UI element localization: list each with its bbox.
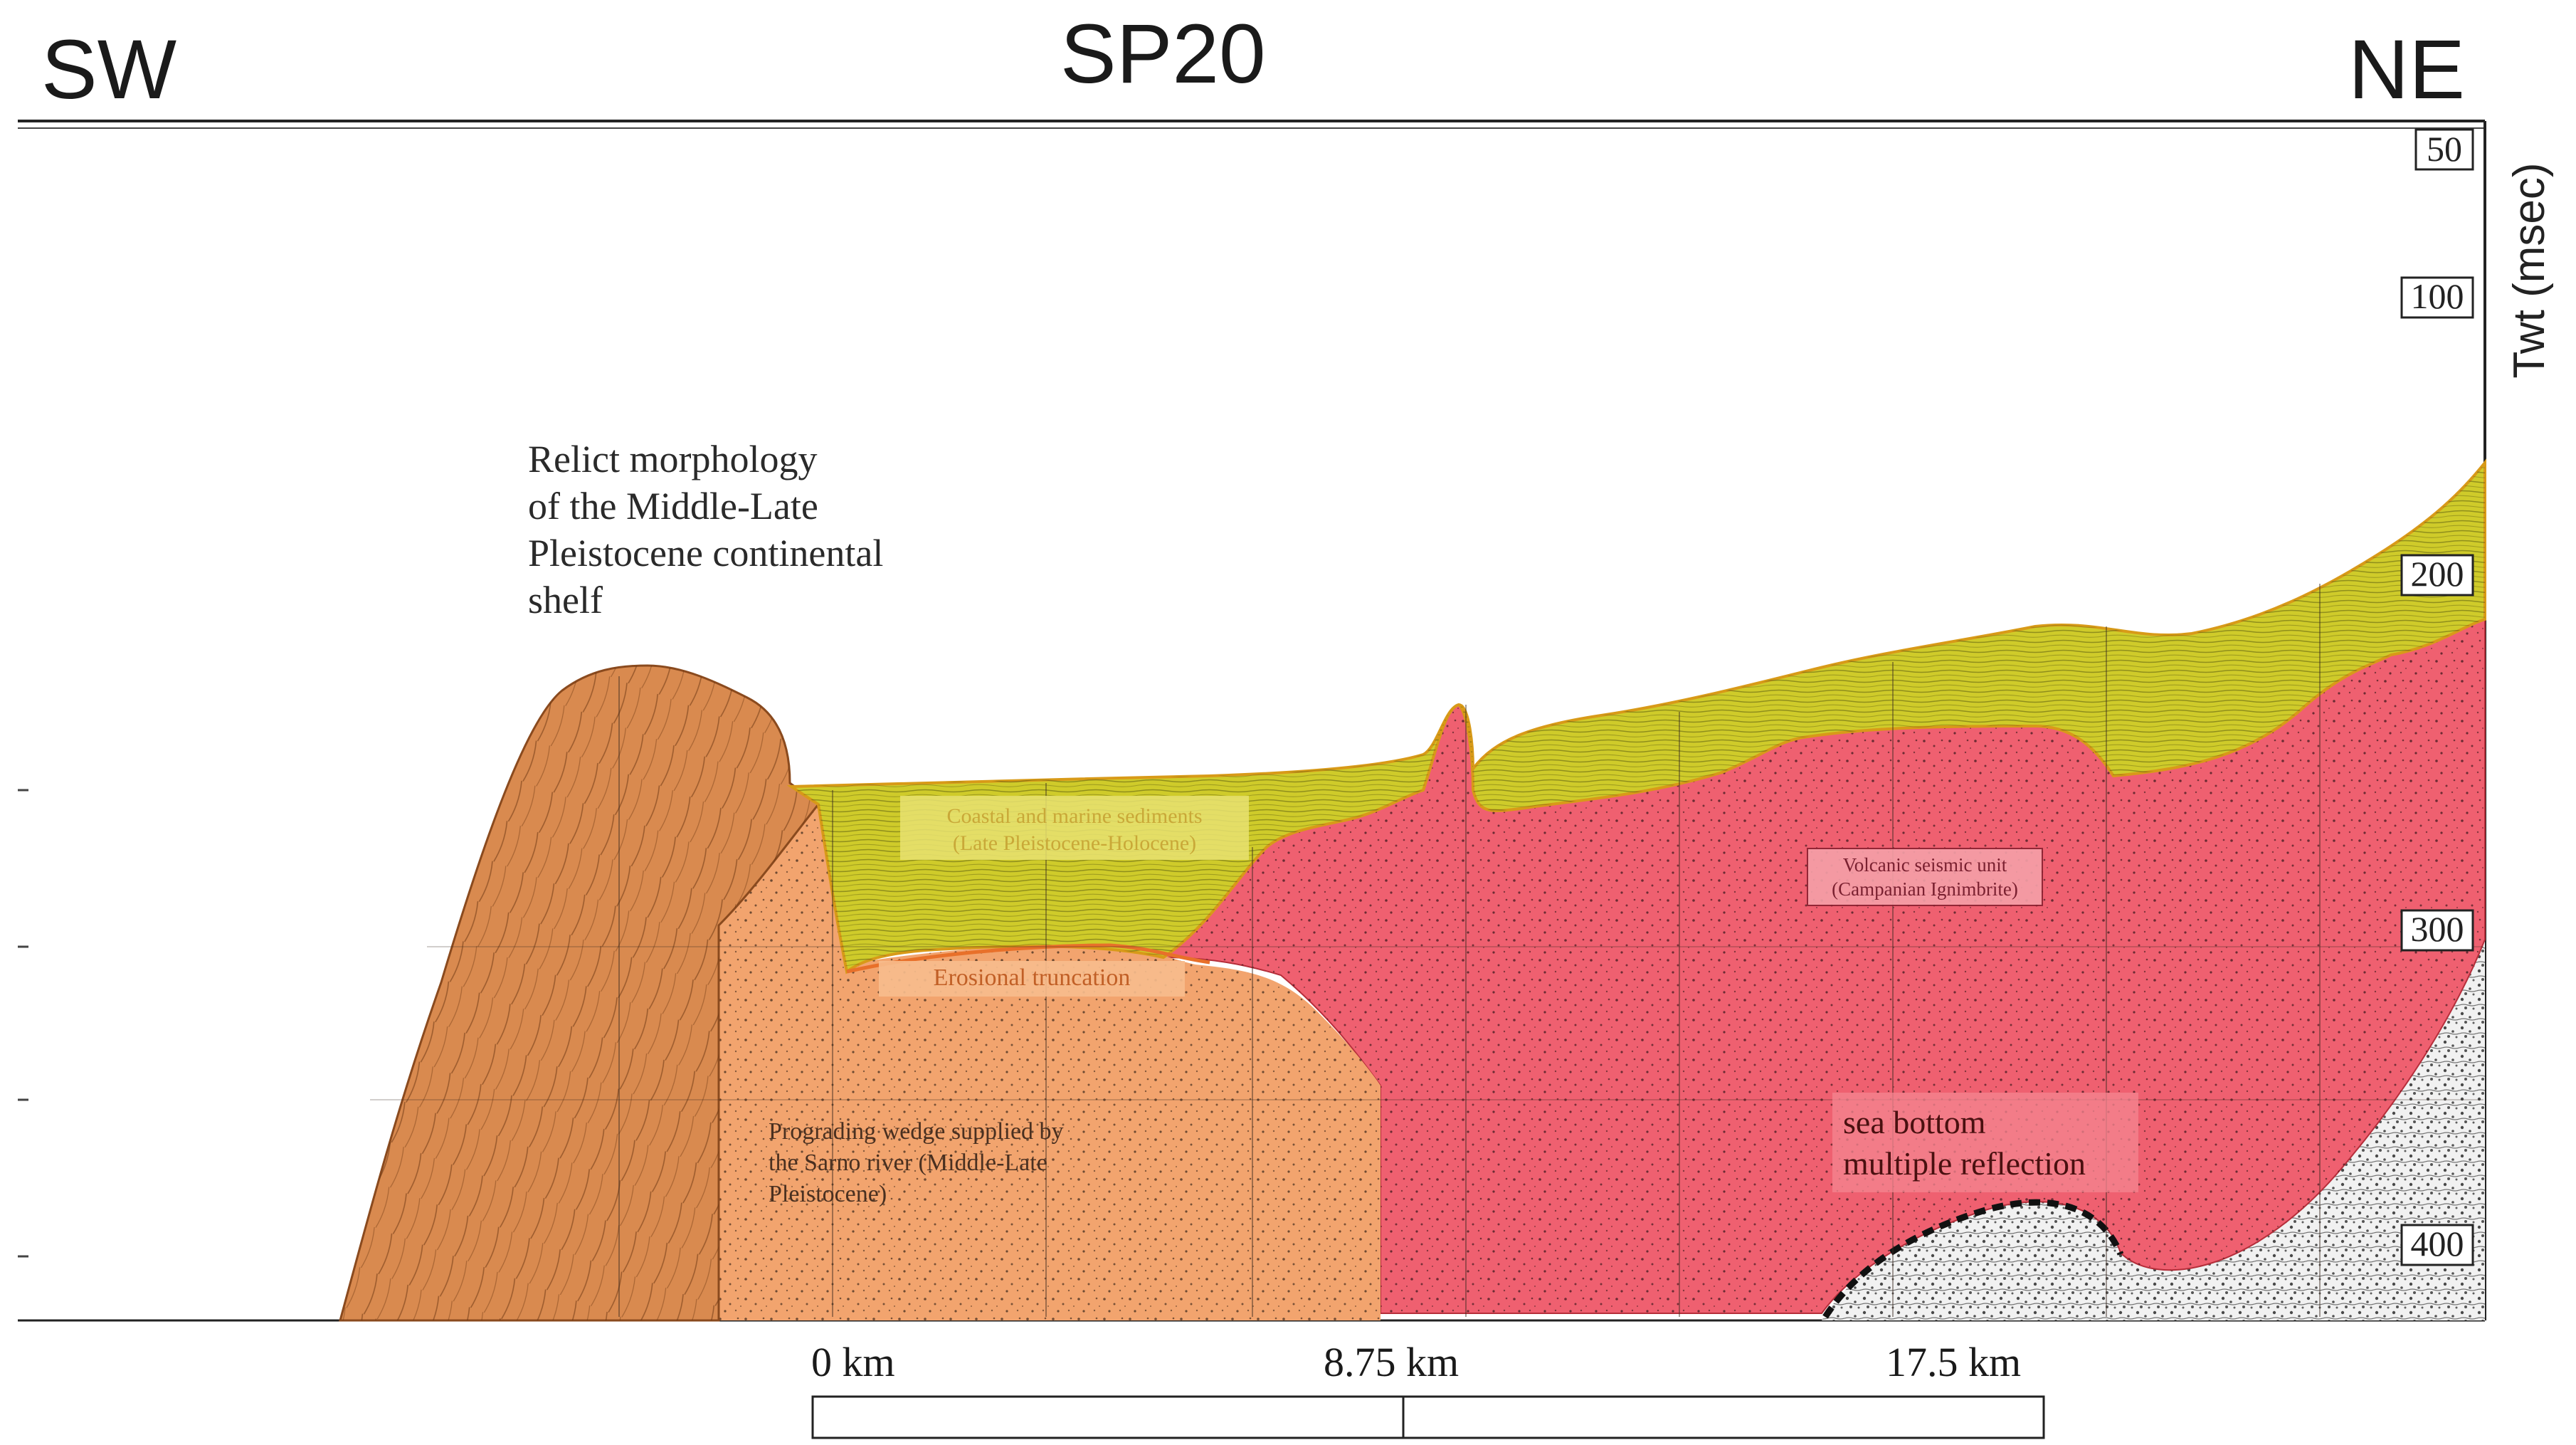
sea-bottom-reflector — [1822, 1199, 2124, 1319]
erosional-label-box — [879, 961, 1185, 997]
prograding-wedge-label: Prograding wedge supplied by the Sarno ri… — [769, 1116, 1167, 1210]
twt-tick-400: 400 — [2410, 1224, 2464, 1263]
seabottom-label-box — [1832, 1093, 2138, 1192]
twt-tick-200: 200 — [2410, 554, 2464, 594]
direction-sw-label: SW — [41, 23, 177, 117]
multiple-reflection-zone — [1822, 940, 2485, 1320]
coastal-sediments-label-line: Coastal and marine sediments — [946, 804, 1203, 828]
sea-bottom-label-line: multiple reflection — [1843, 1145, 2086, 1182]
scale-label-8-75km: 8.75 km — [1324, 1339, 1459, 1385]
sea-bottom-label-line: sea bottom — [1843, 1104, 1986, 1140]
relict-morphology-label-line: Relict morphology — [528, 438, 818, 480]
coastal-label-box — [900, 796, 1249, 860]
volcanic-unit-label: Volcanic seismic unit (Campanian Ignimbri… — [1807, 853, 2042, 901]
section-grid — [618, 584, 2321, 1317]
relict-texture — [340, 666, 818, 1320]
volcanic-unit-label-line: (Campanian Ignimbrite) — [1832, 878, 2018, 900]
sea-bottom-label: sea bottom multiple reflection — [1843, 1102, 2149, 1184]
profile-title: SP20 — [1060, 7, 1266, 101]
volcanic-label-box — [1807, 848, 2043, 906]
relict-morphology-label-line: of the Middle-Late — [528, 485, 818, 527]
relict-morphology-label-line: shelf — [528, 579, 603, 621]
prograding-texture — [719, 804, 1381, 1320]
relict-morphology-label-line: Pleistocene continental — [528, 532, 884, 574]
relict-morphology-label: Relict morphology of the Middle-Late Pleis… — [528, 436, 1012, 624]
scale-bar — [811, 1395, 2045, 1439]
coastal-sediments-label-line: (Late Pleistocene-Holocene) — [952, 831, 1197, 855]
erosional-truncation-label: Erosional truncation — [933, 965, 1131, 991]
twt-tick-boxes — [2400, 128, 2474, 1266]
erosional-truncation-line — [846, 943, 1210, 974]
prograding-wedge-label-line: Pleistocene) — [769, 1181, 887, 1207]
volcanic-unit-label-line: Volcanic seismic unit — [1842, 854, 2007, 876]
direction-ne-label: NE — [2348, 23, 2465, 117]
coastal-sediments-label: Coastal and marine sediments (Late Pleist… — [904, 803, 1245, 857]
twt-tick-100: 100 — [2410, 276, 2464, 316]
prograding-wedge-label-line: Prograding wedge supplied by — [769, 1118, 1064, 1145]
prograding-wedge-label-line: the Sarno river (Middle-Late — [769, 1150, 1047, 1176]
twt-tick-300: 300 — [2410, 909, 2464, 949]
volcanic-texture — [1163, 619, 2485, 1313]
left-ticks — [18, 789, 28, 1258]
scale-label-0km: 0 km — [811, 1339, 895, 1385]
twt-tick-50: 50 — [2427, 129, 2462, 169]
scale-label-17-5km: 17.5 km — [1886, 1339, 2022, 1385]
